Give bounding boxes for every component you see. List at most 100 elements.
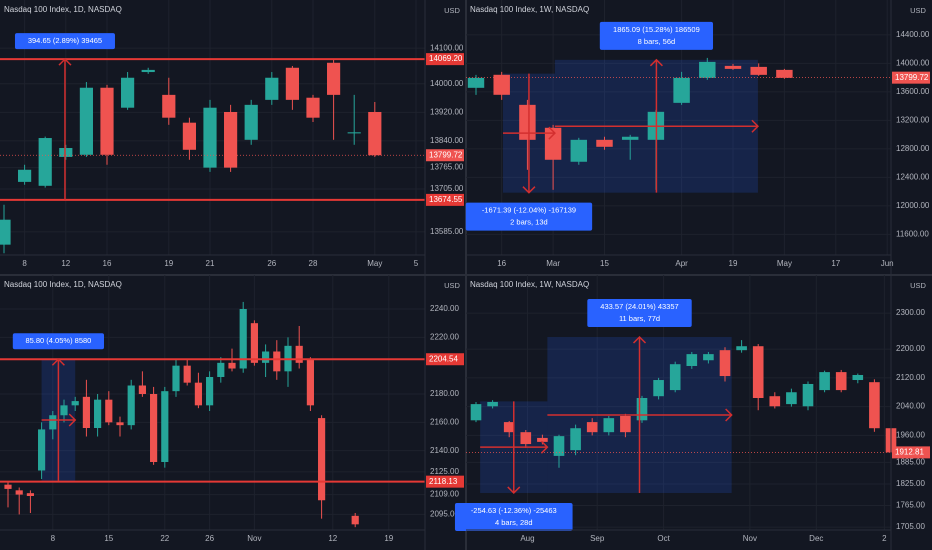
candle-body — [786, 392, 797, 405]
candle-body — [15, 490, 23, 495]
measure-label: -254.63 (-12.36%) -25463 — [471, 506, 557, 515]
arrow-head — [540, 440, 549, 454]
measure-label: 11 bars, 77d — [619, 314, 660, 323]
candle-body — [653, 380, 664, 397]
last-price-box — [892, 446, 930, 459]
candle-body — [487, 401, 498, 407]
y-tick-label: 11600.00 — [896, 229, 929, 238]
x-tick-label: Oct — [657, 534, 670, 543]
x-tick-label: 8 — [51, 534, 56, 543]
candle-body — [228, 362, 236, 369]
candle-body — [217, 362, 225, 377]
price-label: 13674.55 — [429, 195, 463, 204]
candle-body — [121, 77, 135, 108]
y-tick-label: 2160.00 — [430, 417, 459, 426]
measure-label: 1865.09 (15.28%) 186509 — [613, 25, 700, 34]
candle-body — [38, 138, 52, 186]
candle-body — [265, 77, 279, 100]
x-tick-label: 19 — [384, 534, 393, 543]
candle-body — [172, 365, 180, 392]
candle-body — [620, 415, 631, 433]
x-tick-label: Aug — [520, 534, 534, 543]
candle-body — [105, 399, 113, 423]
y-tick-label: 14000.00 — [430, 79, 464, 88]
y-tick-label: 13585.00 — [430, 227, 464, 236]
y-tick-label: 2109.00 — [430, 490, 459, 499]
y-tick-label: 2140.00 — [430, 446, 459, 455]
candle-body — [182, 122, 196, 150]
arrow-head — [632, 335, 647, 344]
arrow-head — [507, 486, 521, 495]
candle-body — [127, 385, 135, 426]
last-price-box — [426, 149, 464, 162]
x-tick-label: 12 — [328, 534, 337, 543]
y-tick-label: 2200.00 — [896, 344, 925, 353]
y-tick-label: 1825.00 — [896, 479, 925, 488]
candle-body — [161, 391, 169, 462]
y-tick-label: 2180.00 — [430, 389, 459, 398]
candle-body — [150, 394, 158, 462]
candle-body — [327, 62, 341, 95]
candle-body — [520, 432, 532, 445]
candle-body — [869, 382, 880, 429]
measure-label: 4 bars, 28d — [495, 518, 533, 527]
candle-body — [719, 350, 731, 377]
x-tick-label: 26 — [205, 534, 214, 543]
candle-body — [603, 418, 615, 433]
x-tick-label: Mar — [546, 259, 560, 268]
price-label: 2118.13 — [429, 477, 458, 486]
candle-body — [224, 111, 238, 168]
candle-body — [49, 415, 57, 430]
y-tick-label: 14000.00 — [896, 59, 930, 68]
candle-body — [819, 372, 830, 391]
measure-label-box — [12, 333, 104, 350]
candle-body — [0, 219, 11, 245]
chart-title: Nasdaq 100 Index, 1W, NASDAQ — [470, 280, 589, 289]
candle-body — [368, 111, 382, 156]
measure-label: 433.57 (24.01%) 43357 — [600, 302, 678, 311]
arrow-head — [548, 126, 556, 140]
candle-body — [71, 401, 79, 406]
candle-body — [621, 136, 639, 140]
price-label: 14069.20 — [429, 54, 463, 63]
x-tick-label: 16 — [103, 259, 112, 268]
candle-body — [544, 127, 562, 160]
y-tick-label: 2240.00 — [430, 304, 459, 313]
y-tick-label: 13765.00 — [430, 163, 464, 172]
last-price-label: 13799.72 — [895, 73, 929, 82]
candle-body — [636, 398, 648, 421]
x-tick-label: Jun — [881, 259, 894, 268]
chart-title: Nasdaq 100 Index, 1W, NASDAQ — [470, 5, 589, 14]
candle-body — [703, 354, 714, 361]
x-tick-label: May — [777, 259, 792, 268]
candle-body — [306, 360, 314, 406]
y-tick-label: 13840.00 — [430, 136, 464, 145]
y-tick-label: 13705.00 — [430, 184, 464, 193]
x-tick-label: 22 — [160, 534, 169, 543]
measure-label-box — [599, 21, 714, 50]
candle-body — [673, 77, 690, 103]
x-tick-label: Nov — [743, 534, 757, 543]
measure-label: 2 bars, 13d — [510, 218, 548, 227]
candle-body — [38, 429, 46, 471]
candle-body — [262, 351, 270, 363]
candle-body — [776, 69, 793, 78]
candle-body — [351, 515, 359, 525]
candle-body — [116, 422, 124, 426]
y-tick-label: 13200.00 — [896, 115, 930, 124]
x-tick-label: 12 — [61, 259, 70, 268]
x-tick-label: 19 — [729, 259, 738, 268]
y-tick-label: 1885.00 — [896, 457, 925, 466]
measure-label-box — [587, 299, 692, 328]
arrow-head — [68, 413, 77, 427]
arrow-head — [751, 119, 759, 133]
candle-body — [835, 372, 847, 391]
candle-body — [736, 346, 747, 351]
arrow-head — [649, 58, 663, 67]
candle-body — [769, 396, 781, 407]
x-tick-label: 8 — [22, 259, 27, 268]
chart-title: Nasdaq 100 Index, 1D, NASDAQ — [4, 5, 122, 14]
candle-body — [553, 436, 565, 456]
y-tick-label: 2220.00 — [430, 332, 459, 341]
